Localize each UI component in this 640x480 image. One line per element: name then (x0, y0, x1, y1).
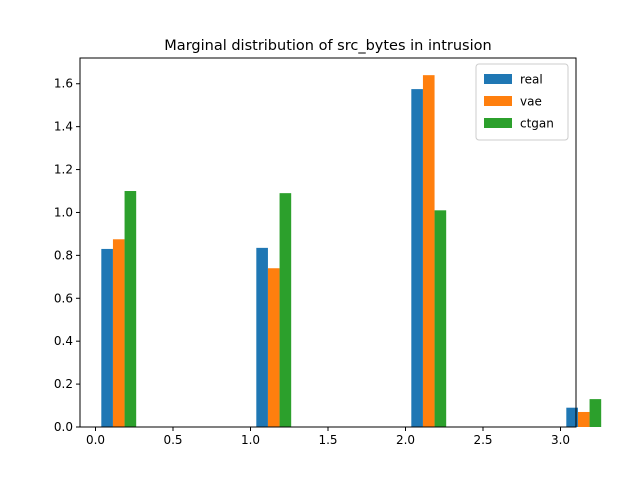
legend: real vae ctgan (475, 63, 569, 141)
x-tick-label: 2.5 (473, 433, 492, 447)
x-tick-label: 2.0 (396, 433, 415, 447)
legend-swatch-vae (484, 96, 512, 106)
legend-label-real: real (520, 73, 543, 87)
y-axis: 0.0 0.2 0.4 0.6 0.8 1.0 1.2 1.4 1.6 (54, 77, 80, 434)
plot-frame (79, 57, 577, 428)
y-tick-label: 1.4 (54, 120, 73, 134)
bar-ctgan-3 (589, 399, 602, 427)
bar-real-3 (566, 407, 578, 427)
bar-vae-3 (577, 411, 590, 427)
y-tick-label: 0.4 (54, 334, 73, 348)
legend-swatch-real (484, 74, 512, 84)
bar-ctgan-0 (124, 191, 137, 427)
legend-swatch-ctgan (484, 118, 512, 128)
y-tick-label: 0.0 (54, 420, 73, 434)
x-tick-label: 3.0 (551, 433, 570, 447)
bar-ctgan-1 (279, 193, 292, 427)
bars-group (101, 75, 602, 428)
y-tick-label: 0.6 (54, 291, 73, 305)
x-axis: 0.0 0.5 1.0 1.5 2.0 2.5 3.0 (86, 427, 570, 447)
bar-real-1 (256, 247, 268, 427)
y-tick-label: 1.2 (54, 163, 73, 177)
bar-ctgan-2 (434, 210, 447, 427)
legend-label-vae: vae (520, 95, 542, 109)
y-tick-label: 1.6 (54, 77, 73, 91)
x-tick-label: 0.0 (86, 433, 105, 447)
bar-vae-0 (112, 239, 125, 427)
bar-vae-2 (422, 75, 435, 428)
x-tick-label: 1.0 (241, 433, 260, 447)
bar-vae-1 (267, 268, 280, 427)
y-tick-label: 0.8 (54, 248, 73, 262)
legend-label-ctgan: ctgan (520, 117, 554, 131)
x-tick-label: 1.5 (318, 433, 337, 447)
bar-real-0 (101, 248, 113, 427)
y-tick-label: 0.2 (54, 377, 73, 391)
chart-title: Marginal distribution of src_bytes in in… (164, 38, 491, 54)
x-tick-label: 0.5 (163, 433, 182, 447)
bar-real-2 (411, 89, 423, 428)
y-tick-label: 1.0 (54, 205, 73, 219)
